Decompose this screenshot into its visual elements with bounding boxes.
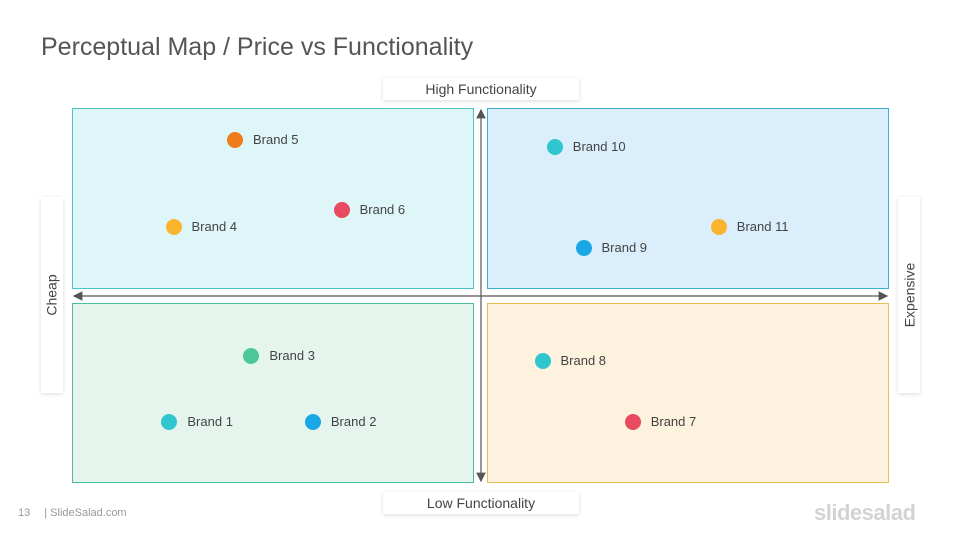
brand-label: Brand 10	[572, 139, 626, 155]
axis-label-expensive-text: Expensive	[901, 262, 917, 328]
brand-label: Brand 5	[253, 131, 299, 147]
axis-label-low-functionality: Low Functionality	[383, 492, 579, 514]
brand-dot	[304, 414, 321, 431]
quadrant-cheap-low	[72, 303, 474, 483]
axis-label-expensive: Expensive	[898, 197, 920, 393]
brand-dot	[165, 219, 182, 236]
brand-label: Brand 6	[359, 202, 406, 218]
axis-label-cheap-text: Cheap	[44, 274, 61, 316]
brand-dot	[546, 139, 563, 156]
brand-label: Brand 1	[187, 414, 233, 430]
brand-dot	[333, 202, 350, 219]
quadrant-expensive-high	[487, 108, 889, 289]
brand-label: Brand 4	[191, 219, 238, 235]
axis-label-cheap: Cheap	[41, 197, 63, 393]
page-number: 13	[18, 507, 31, 519]
page-title: Perceptual Map / Price vs Functionality	[41, 33, 474, 61]
brand-dot	[575, 239, 592, 256]
footer-site: | SlideSalad.com	[44, 507, 127, 519]
quadrant-cheap-high	[72, 108, 474, 289]
footer: 13 | SlideSalad.com	[18, 507, 127, 519]
brand-label: Brand 8	[560, 353, 607, 369]
brand-dot	[710, 219, 727, 236]
brand-label: Brand 11	[736, 219, 789, 235]
axis-label-high-functionality: High Functionality	[383, 78, 579, 100]
quadrant-expensive-low	[487, 303, 889, 483]
slidesalad-logo: slidesalad	[814, 500, 916, 525]
brand-label: Brand 3	[269, 347, 315, 363]
brand-dot	[624, 414, 641, 431]
brand-label: Brand 9	[601, 239, 648, 255]
brand-dot	[534, 353, 551, 370]
brand-label: Brand 7	[650, 414, 697, 430]
brand-dot	[161, 414, 178, 431]
brand-label: Brand 2	[330, 414, 377, 430]
brand-dot	[227, 131, 243, 148]
brand-dot	[243, 347, 260, 364]
